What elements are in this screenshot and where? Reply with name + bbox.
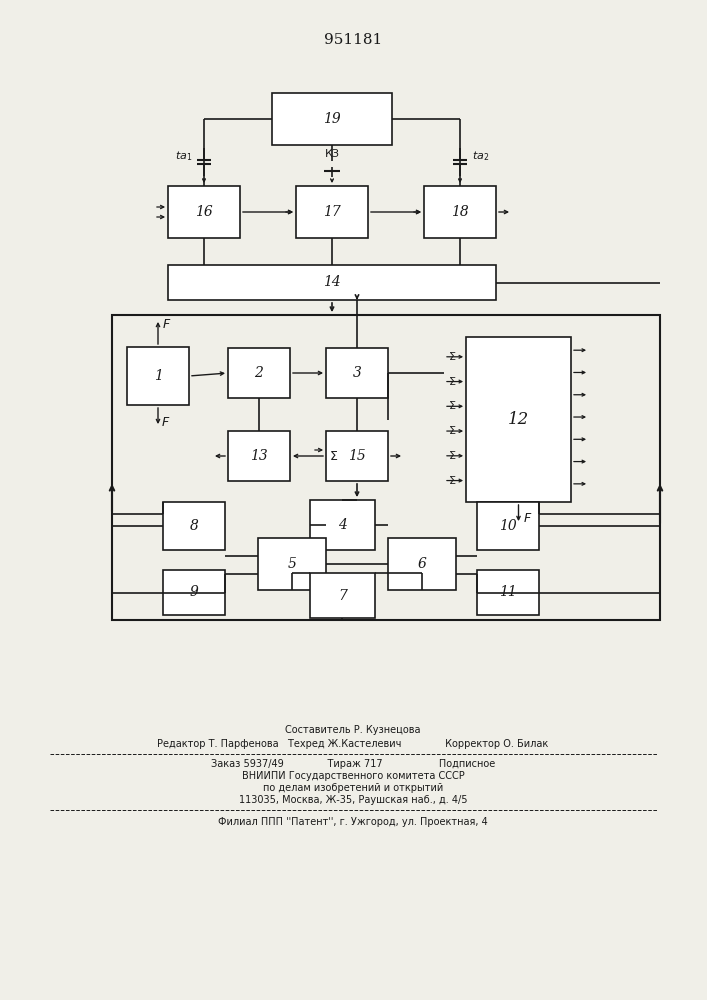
FancyBboxPatch shape: [272, 93, 392, 145]
Text: Σ: Σ: [448, 352, 455, 362]
Text: Филиал ППП ''Патент'', г. Ужгород, ул. Проектная, 4: Филиал ППП ''Патент'', г. Ужгород, ул. П…: [218, 817, 488, 827]
FancyBboxPatch shape: [228, 431, 290, 481]
FancyBboxPatch shape: [168, 265, 496, 300]
FancyBboxPatch shape: [424, 186, 496, 238]
FancyBboxPatch shape: [477, 570, 539, 615]
Text: 4: 4: [338, 518, 347, 532]
FancyBboxPatch shape: [388, 538, 456, 590]
Text: 1: 1: [153, 369, 163, 383]
Text: 6: 6: [418, 557, 426, 571]
Text: КЗ: КЗ: [325, 149, 339, 159]
Text: F: F: [163, 318, 170, 332]
Text: Σ: Σ: [330, 450, 338, 462]
Text: 7: 7: [338, 588, 347, 602]
Text: $ta_2$: $ta_2$: [472, 149, 489, 163]
Text: Заказ 5937/49              Тираж 717                  Подписное: Заказ 5937/49 Тираж 717 Подписное: [211, 759, 495, 769]
Text: 10: 10: [499, 519, 517, 533]
Text: Σ: Σ: [448, 476, 455, 486]
Text: F: F: [523, 512, 531, 524]
Text: Составитель Р. Кузнецова: Составитель Р. Кузнецова: [285, 725, 421, 735]
Text: 9: 9: [189, 585, 199, 599]
Text: Редактор Т. Парфенова   Техред Ж.Кастелевич              Корректор О. Билак: Редактор Т. Парфенова Техред Ж.Кастелеви…: [158, 739, 549, 749]
Text: Σ: Σ: [448, 451, 455, 461]
Text: ВНИИПИ Государственного комитета СССР: ВНИИПИ Государственного комитета СССР: [242, 771, 464, 781]
Text: Σ: Σ: [448, 377, 455, 387]
FancyBboxPatch shape: [326, 348, 388, 398]
FancyBboxPatch shape: [168, 186, 240, 238]
FancyBboxPatch shape: [258, 538, 326, 590]
FancyBboxPatch shape: [310, 500, 375, 550]
Text: 15: 15: [348, 449, 366, 463]
FancyBboxPatch shape: [163, 502, 225, 550]
FancyBboxPatch shape: [326, 431, 388, 481]
Text: 8: 8: [189, 519, 199, 533]
Text: 16: 16: [195, 205, 213, 219]
Text: по делам изобретений и открытий: по делам изобретений и открытий: [263, 783, 443, 793]
FancyBboxPatch shape: [310, 573, 375, 618]
Text: 19: 19: [323, 112, 341, 126]
Text: 17: 17: [323, 205, 341, 219]
Text: 12: 12: [508, 411, 529, 428]
Text: 13: 13: [250, 449, 268, 463]
FancyBboxPatch shape: [296, 186, 368, 238]
Text: 2: 2: [255, 366, 264, 380]
FancyBboxPatch shape: [163, 570, 225, 615]
Text: 18: 18: [451, 205, 469, 219]
FancyBboxPatch shape: [477, 502, 539, 550]
Text: Σ: Σ: [448, 401, 455, 411]
Text: $ta_1$: $ta_1$: [175, 149, 192, 163]
Text: 11: 11: [499, 585, 517, 599]
Text: Σ: Σ: [448, 426, 455, 436]
Text: 951181: 951181: [324, 33, 382, 47]
FancyBboxPatch shape: [228, 348, 290, 398]
Text: 113035, Москва, Ж-35, Раушская наб., д. 4/5: 113035, Москва, Ж-35, Раушская наб., д. …: [239, 795, 467, 805]
Text: 5: 5: [288, 557, 296, 571]
FancyBboxPatch shape: [127, 347, 189, 405]
Text: 3: 3: [353, 366, 361, 380]
Text: F: F: [162, 416, 169, 428]
FancyBboxPatch shape: [466, 337, 571, 502]
Text: 14: 14: [323, 275, 341, 290]
